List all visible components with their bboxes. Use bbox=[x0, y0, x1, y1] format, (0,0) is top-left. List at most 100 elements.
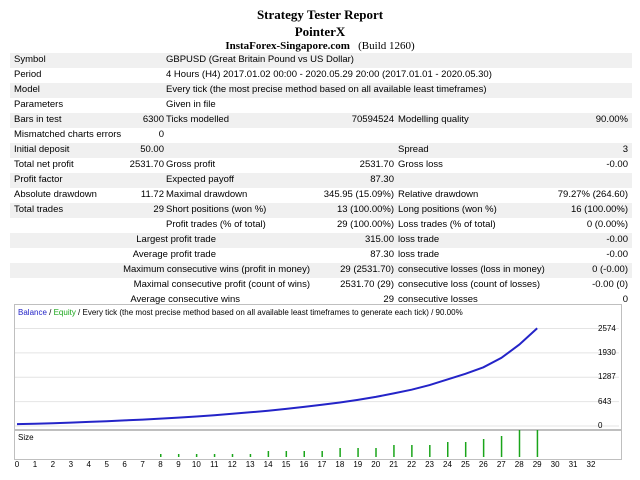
x-tick-label: 3 bbox=[68, 460, 74, 469]
y-tick-label: 1930 bbox=[598, 347, 616, 357]
size-bar bbox=[321, 451, 323, 457]
y-tick-label: 643 bbox=[598, 396, 612, 406]
row-band bbox=[10, 53, 632, 68]
abs-drawdown-value: 11.72 bbox=[140, 189, 164, 200]
short-positions-value: 13 (100.00%) bbox=[336, 204, 394, 215]
x-tick-label: 1 bbox=[32, 460, 38, 469]
balance-line bbox=[16, 327, 538, 426]
x-tick-label: 0 bbox=[14, 460, 20, 469]
caption-separator: / bbox=[46, 308, 54, 317]
balance-chart bbox=[14, 304, 622, 430]
size-bar bbox=[411, 445, 413, 457]
model-label: Model bbox=[14, 84, 40, 95]
long-positions-label: Long positions (won %) bbox=[398, 204, 497, 215]
expected-payoff-label: Expected payoff bbox=[166, 174, 234, 185]
rel-drawdown-label: Relative drawdown bbox=[398, 189, 479, 200]
short-positions-label: Short positions (won %) bbox=[166, 204, 267, 215]
size-bar bbox=[357, 448, 359, 457]
broker-name: InstaForex-Singapore.com bbox=[225, 40, 350, 52]
avg-consec-losses-value: 0 bbox=[622, 294, 628, 305]
average-profit-label: Average profit trade bbox=[132, 249, 216, 260]
initial-deposit-value: 50.00 bbox=[140, 144, 164, 155]
largest-loss-label: loss trade bbox=[398, 234, 440, 245]
report-title: Strategy Tester Report bbox=[256, 7, 384, 22]
rel-drawdown-value: 79.27% (264.60) bbox=[557, 189, 628, 200]
x-tick-label: 20 bbox=[371, 460, 381, 469]
size-bar bbox=[429, 445, 431, 457]
max-consec-losses-label: consecutive losses (loss in money) bbox=[398, 264, 545, 275]
size-bar bbox=[339, 448, 341, 457]
average-loss-label: loss trade bbox=[398, 249, 440, 260]
period-value: 4 Hours (H4) 2017.01.02 00:00 - 2020.05.… bbox=[166, 69, 492, 80]
size-bar bbox=[536, 430, 539, 457]
row-band bbox=[10, 83, 632, 98]
x-tick-label: 32 bbox=[586, 460, 596, 469]
gross-profit-label: Gross profit bbox=[166, 159, 216, 170]
mismatched-label: Mismatched charts errors bbox=[14, 129, 122, 140]
ticks-modelled-value: 70594524 bbox=[351, 114, 394, 125]
loss-trades-value: 0 (0.00%) bbox=[586, 219, 628, 230]
row-band bbox=[10, 233, 632, 248]
maximal-consec-profit-label: Maximal consecutive profit (count of win… bbox=[133, 279, 310, 290]
x-tick-label: 30 bbox=[550, 460, 560, 469]
symbol-value: GBPUSD (Great Britain Pound vs US Dollar… bbox=[166, 54, 354, 65]
parameters-label: Parameters bbox=[14, 99, 64, 110]
x-tick-label: 8 bbox=[158, 460, 163, 469]
loss-trades-label: Loss trades (% of total) bbox=[398, 219, 496, 230]
x-tick-label: 12 bbox=[227, 460, 237, 469]
period-label: Period bbox=[14, 69, 42, 80]
size-bar bbox=[518, 430, 521, 457]
profit-trades-label: Profit trades (% of total) bbox=[166, 219, 266, 230]
x-tick-label: 16 bbox=[299, 460, 309, 469]
ticks-modelled-label: Ticks modelled bbox=[166, 114, 230, 125]
avg-consec-wins-label: Average consecutive wins bbox=[130, 294, 240, 305]
x-tick-label: 2 bbox=[50, 460, 56, 469]
chart-caption: Balance / Equity / Every tick (the most … bbox=[18, 308, 463, 317]
x-tick-label: 31 bbox=[568, 460, 578, 469]
caption-balance: Balance bbox=[18, 308, 47, 317]
size-bar bbox=[393, 445, 395, 457]
gross-loss-label: Gross loss bbox=[398, 159, 443, 170]
total-trades-label: Total trades bbox=[14, 204, 64, 215]
maximal-consec-loss-label: consecutive loss (count of losses) bbox=[398, 279, 541, 290]
largest-profit-label: Largest profit trade bbox=[136, 234, 216, 245]
size-bar bbox=[249, 454, 252, 457]
mismatched-value: 0 bbox=[158, 129, 164, 140]
spread-label: Spread bbox=[398, 144, 429, 155]
maximal-consec-loss-value: -0.00 (0) bbox=[592, 279, 628, 290]
size-bar bbox=[500, 436, 503, 457]
gross-profit-value: 2531.70 bbox=[359, 159, 394, 170]
average-profit-value: 87.30 bbox=[370, 249, 394, 260]
y-tick-label: 1287 bbox=[598, 372, 616, 382]
size-label: Size bbox=[18, 433, 34, 442]
x-tick-label: 27 bbox=[496, 460, 506, 469]
x-tick-label: 23 bbox=[425, 460, 435, 469]
row-band bbox=[10, 143, 632, 158]
broker-line: InstaForex-Singapore.com (Build 1260) bbox=[0, 40, 640, 52]
x-tick-label: 26 bbox=[478, 460, 488, 469]
total-trades-value: 29 bbox=[153, 204, 164, 215]
x-tick-label: 18 bbox=[335, 460, 345, 469]
size-chart bbox=[14, 430, 622, 460]
build-number: (Build 1260) bbox=[358, 40, 415, 52]
x-tick-label: 11 bbox=[210, 460, 219, 469]
row-band bbox=[10, 263, 632, 278]
expected-payoff-value: 87.30 bbox=[370, 174, 394, 185]
size-bar bbox=[195, 454, 198, 457]
x-tick-label: 7 bbox=[140, 460, 145, 469]
max-drawdown-label: Maximal drawdown bbox=[166, 189, 248, 200]
profit-factor-label: Profit factor bbox=[14, 174, 63, 185]
x-tick-label: 9 bbox=[176, 460, 181, 469]
x-tick-label: 14 bbox=[263, 460, 273, 469]
size-bar bbox=[213, 454, 216, 457]
x-tick-label: 24 bbox=[443, 460, 452, 469]
max-drawdown-value: 345.95 (15.09%) bbox=[323, 189, 394, 200]
spread-value: 3 bbox=[622, 144, 628, 155]
x-tick-label: 28 bbox=[514, 460, 524, 469]
size-bar bbox=[160, 454, 162, 457]
size-bar bbox=[303, 451, 305, 457]
gross-loss-value: -0.00 bbox=[606, 159, 628, 170]
row-band bbox=[10, 203, 632, 218]
total-net-profit-label: Total net profit bbox=[14, 159, 74, 170]
